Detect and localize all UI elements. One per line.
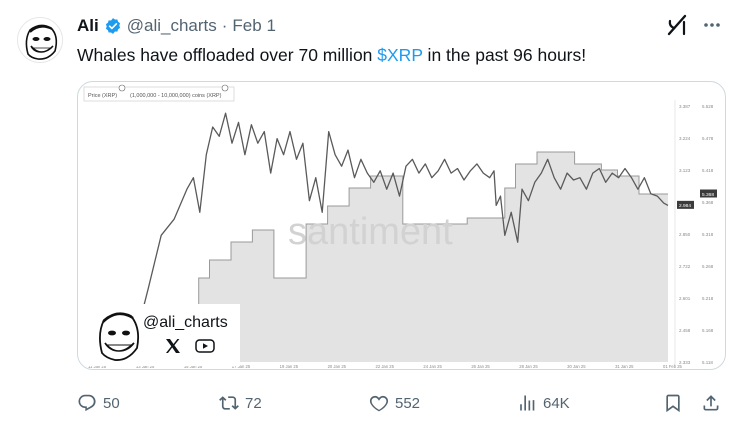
price-tick-label: 3.123 <box>679 168 691 173</box>
date-tick-label: 28 Jan 25 <box>519 364 538 369</box>
holdings-badge: 5.368 <box>702 192 714 198</box>
views-button[interactable]: 64K <box>517 392 570 414</box>
price-tick-label: 3.387 <box>679 104 691 109</box>
tweet-text-part: in the past 96 hours! <box>422 45 587 65</box>
chart-legend: Price (XRP) (1,000,000 - 10,000,000) coi… <box>83 84 235 102</box>
x-logo-icon <box>166 339 180 353</box>
price-line <box>96 112 669 356</box>
legend-close-icon[interactable] <box>118 84 126 92</box>
holdings-tick-label: 5.318 <box>702 232 714 237</box>
author-name[interactable]: Ali <box>77 16 99 35</box>
date-tick-label: 24 Jan 25 <box>423 364 442 369</box>
author-watermark: @ali_charts <box>87 304 240 366</box>
holdings-area-line <box>96 151 668 333</box>
tweet-text-part: Whales have offloaded over 70 million <box>77 45 378 65</box>
holdings-tick-label: 5.268 <box>702 264 714 269</box>
bookmark-button[interactable] <box>663 392 683 414</box>
repost-button[interactable]: 72 <box>219 392 262 414</box>
date-tick-label: 22 Jan 25 <box>376 364 395 369</box>
youtube-logo-icon <box>195 339 215 353</box>
date-tick-label: 15 Jan 25 <box>184 364 203 369</box>
holdings-tick-label: 5.168 <box>702 328 714 333</box>
avatar-meme-face-icon <box>18 18 62 62</box>
date-tick-label: 11 Jan 25 <box>88 364 107 369</box>
date-axis: 11 Jan 25 13 Jan 25 15 Jan 25 17 Jan 25 19 J… <box>88 364 683 369</box>
legend-close-icon[interactable] <box>221 84 229 92</box>
share-button[interactable] <box>701 392 721 414</box>
holdings-badge-bg <box>700 189 717 198</box>
price-tick-label: 2.333 <box>679 360 691 365</box>
more-icon <box>704 23 720 27</box>
price-line-series <box>96 112 669 356</box>
date-tick-label: 20 Jan 25 <box>328 364 347 369</box>
holdings-tick-label: 5.118 <box>702 360 713 365</box>
price-badge: 2.984 <box>679 203 691 209</box>
more-button[interactable] <box>700 13 724 37</box>
date-tick-label: 13 Jan 25 <box>136 364 155 369</box>
like-count: 552 <box>395 394 421 412</box>
views-count: 64K <box>543 394 570 412</box>
like-icon <box>369 395 389 412</box>
holdings-axis: 5.528 5.478 5.418 5.368 5.318 5.268 5.218 5.168… <box>702 104 714 365</box>
reply-icon <box>78 394 96 412</box>
tweet-date[interactable]: Feb 1 <box>232 16 276 35</box>
date-tick-label: 19 Jan 25 <box>280 364 299 369</box>
separator-dot: · <box>221 16 228 35</box>
holdings-tick-label: 5.528 <box>702 104 714 109</box>
legend-price-label: Price (XRP) <box>88 93 117 99</box>
cashtag-link[interactable]: $XRP <box>377 45 423 65</box>
date-tick-label: 01 Feb 25 <box>663 364 683 369</box>
watermark-face-icon <box>99 312 140 361</box>
grok-icon <box>667 14 687 36</box>
tweet-header: Ali @ali_charts · Feb 1 <box>77 15 276 37</box>
date-tick-label: 17 Jan 25 <box>232 364 251 369</box>
reply-button[interactable]: 50 <box>77 392 120 414</box>
bookmark-icon <box>666 394 680 413</box>
holdings-tick-label: 5.368 <box>702 200 714 205</box>
holdings-tick-label: 5.418 <box>702 168 714 173</box>
share-icon <box>703 395 719 411</box>
date-tick-label: 30 Jan 25 <box>567 364 586 369</box>
like-button[interactable]: 552 <box>369 392 420 414</box>
author-handle[interactable]: @ali_charts <box>126 16 217 35</box>
tweet-media[interactable]: santiment Price (XRP) (1,000,000 - 10,00… <box>77 81 726 370</box>
price-badge-bg <box>677 200 694 209</box>
reply-count: 50 <box>103 394 120 412</box>
tweet-text: Whales have offloaded over 70 million $X… <box>77 43 586 67</box>
repost-count: 72 <box>245 394 262 412</box>
price-tick-label: 2.850 <box>679 232 691 237</box>
watermark-handle: @ali_charts <box>143 314 228 331</box>
holdings-tick-label: 5.478 <box>702 136 714 141</box>
holdings-tick-label: 5.218 <box>702 296 714 301</box>
tweet-action-bar: 50 72 552 64K <box>77 392 726 414</box>
verified-badge-icon <box>105 18 120 34</box>
value-badges: 2.984 5.368 <box>677 189 717 209</box>
price-tick-label: 2.601 <box>679 296 691 301</box>
santiment-watermark: santiment <box>288 211 453 253</box>
price-tick-label: 2.458 <box>679 328 691 333</box>
date-tick-label: 26 Jan 25 <box>471 364 490 369</box>
price-axis: 3.387 3.224 3.123 2.984 2.850 2.722 2.601 2.458… <box>674 100 691 366</box>
repost-icon <box>219 396 239 410</box>
date-tick-label: 31 Jan 25 <box>615 364 634 369</box>
views-icon <box>520 395 535 411</box>
legend-holdings-label: (1,000,000 - 10,000,000) coins (XRP) <box>130 93 222 99</box>
price-tick-label: 2.722 <box>679 264 691 269</box>
price-tick-label: 3.224 <box>679 136 691 141</box>
author-avatar[interactable] <box>17 17 63 63</box>
grok-button[interactable] <box>666 13 688 37</box>
